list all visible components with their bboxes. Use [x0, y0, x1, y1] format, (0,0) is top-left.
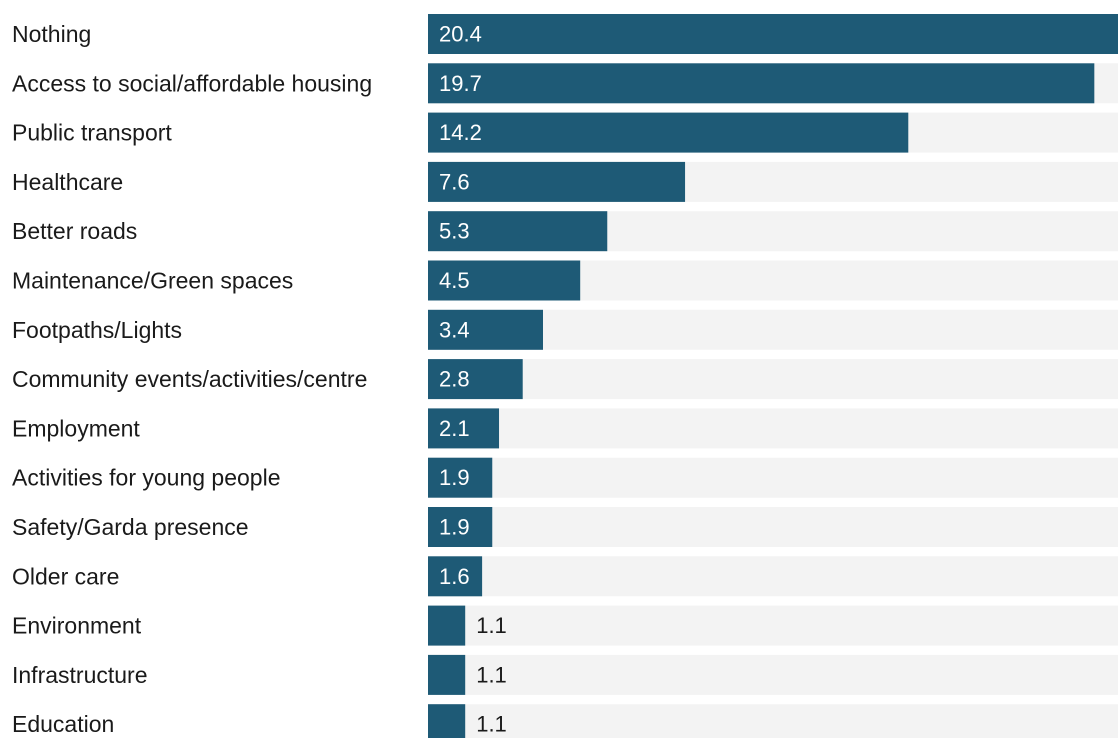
- category-label: Maintenance/Green spaces: [12, 268, 293, 294]
- bar-track: [428, 507, 1118, 547]
- bar: [428, 211, 608, 252]
- bar-track: [428, 556, 1118, 597]
- bar-row: Healthcare 7.6: [12, 161, 1118, 202]
- value-label: 1.1: [476, 712, 507, 737]
- bar-row: Education 1.1: [12, 704, 1118, 738]
- bar-row: Activities for young people 1.9: [12, 457, 1118, 498]
- bar-row: Footpaths/Lights 3.4: [12, 309, 1118, 350]
- bar-row: Community events/activities/centre 2.8: [12, 359, 1118, 400]
- value-label: 4.5: [439, 268, 470, 293]
- category-label: Public transport: [12, 120, 172, 146]
- category-label: Infrastructure: [12, 662, 148, 688]
- bar-track: [428, 408, 1118, 449]
- value-label: 1.6: [439, 564, 470, 589]
- bar-row: Employment 2.1: [12, 408, 1118, 449]
- category-label: Safety/Garda presence: [12, 514, 249, 540]
- category-label: Footpaths/Lights: [12, 317, 182, 343]
- value-label: 14.2: [439, 120, 482, 145]
- bar: [428, 507, 493, 547]
- bar: [428, 704, 466, 738]
- bar-track: [428, 605, 1118, 646]
- bar: [428, 359, 523, 400]
- category-label: Better roads: [12, 218, 137, 244]
- bar-row: Nothing 20.4: [12, 14, 1118, 54]
- bar: [428, 260, 581, 301]
- value-label: 1.1: [476, 613, 507, 638]
- bar: [428, 309, 543, 350]
- value-label: 19.7: [439, 71, 482, 96]
- bar: [428, 63, 1095, 104]
- bar: [428, 408, 500, 449]
- bar-row: Safety/Garda presence 1.9: [12, 507, 1118, 547]
- value-label: 1.9: [439, 465, 470, 490]
- bar: [428, 605, 466, 646]
- bar-track: [428, 654, 1118, 695]
- category-label: Community events/activities/centre: [12, 366, 367, 392]
- category-label: Older care: [12, 563, 119, 589]
- value-label: 7.6: [439, 169, 470, 194]
- value-label: 1.1: [476, 662, 507, 687]
- value-label: 5.3: [439, 219, 470, 244]
- bar: [428, 556, 483, 597]
- bar: [428, 161, 686, 202]
- category-label: Activities for young people: [12, 465, 281, 491]
- value-label: 1.9: [439, 515, 470, 540]
- category-label: Employment: [12, 415, 140, 441]
- category-label: Nothing: [12, 21, 91, 47]
- category-label: Environment: [12, 613, 142, 639]
- bar-row: Access to social/affordable housing 19.7: [12, 63, 1118, 104]
- bar: [428, 457, 493, 498]
- bar-row: Older care 1.6: [12, 556, 1118, 597]
- category-label: Access to social/affordable housing: [12, 70, 372, 96]
- category-label: Healthcare: [12, 169, 123, 195]
- bar-row: Environment 1.1: [12, 605, 1118, 646]
- bar-row: Better roads 5.3: [12, 211, 1118, 252]
- bar-row: Infrastructure 1.1: [12, 654, 1118, 695]
- bar-track: [428, 704, 1118, 738]
- value-label: 20.4: [439, 22, 482, 47]
- value-label: 2.8: [439, 367, 470, 392]
- bar: [428, 112, 909, 153]
- bar-row: Public transport 14.2: [12, 112, 1118, 153]
- bar-track: [428, 457, 1118, 498]
- bar-track: [428, 359, 1118, 400]
- bar: [428, 14, 1118, 54]
- value-label: 2.1: [439, 416, 470, 441]
- bar-row: Maintenance/Green spaces 4.5: [12, 260, 1118, 301]
- category-label: Education: [12, 711, 114, 737]
- bar: [428, 654, 466, 695]
- value-label: 3.4: [439, 317, 470, 342]
